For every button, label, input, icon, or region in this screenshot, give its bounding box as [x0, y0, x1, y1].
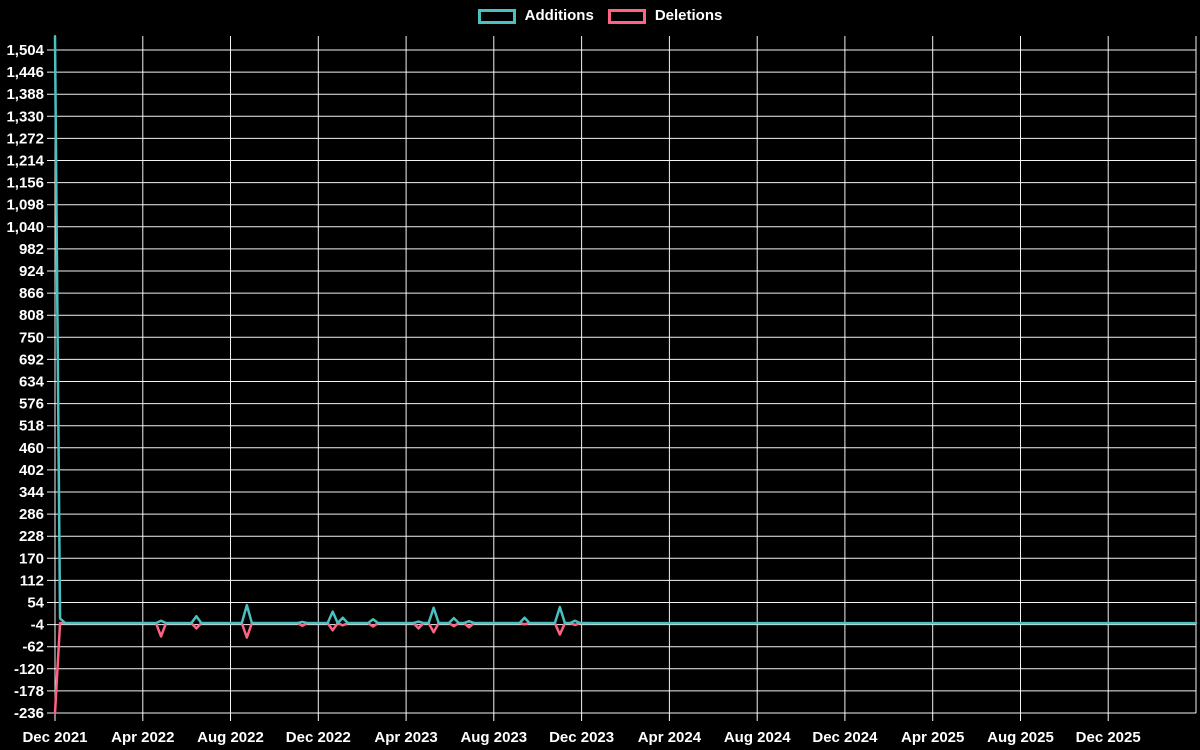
- y-tick-label: 518: [19, 418, 44, 435]
- legend-item-additions[interactable]: Additions: [477, 7, 594, 25]
- y-tick-label: 1,214: [6, 153, 44, 170]
- x-tick-label: Dec 2024: [812, 729, 878, 746]
- y-tick-label: -62: [22, 639, 44, 656]
- y-tick-label: 228: [19, 528, 44, 545]
- y-tick-label: 1,330: [6, 108, 44, 125]
- y-tick-label: 112: [20, 572, 44, 589]
- y-tick-label: 402: [19, 462, 44, 479]
- y-tick-label: 576: [19, 396, 44, 413]
- legend-label-deletions: Deletions: [654, 7, 723, 24]
- y-tick-label: 1,446: [6, 64, 44, 81]
- series-line-additions: [53, 35, 1198, 625]
- x-tick-label: Apr 2023: [374, 729, 437, 746]
- y-tick-label: 1,098: [6, 197, 44, 214]
- legend-label-additions: Additions: [524, 7, 594, 24]
- x-tick-label: Aug 2023: [460, 729, 527, 746]
- x-tick-label: Apr 2025: [901, 729, 964, 746]
- y-tick-label: 866: [19, 285, 44, 302]
- y-tick-label: 460: [19, 440, 44, 457]
- y-tick-label: 634: [19, 374, 45, 391]
- series-line-deletions: [53, 621, 592, 715]
- y-tick-label: 1,156: [6, 175, 44, 192]
- x-tick-label: Aug 2025: [987, 729, 1054, 746]
- x-tick-label: Apr 2024: [638, 729, 702, 746]
- y-tick-label: 286: [19, 506, 44, 523]
- y-tick-label: 1,504: [6, 42, 44, 59]
- chart-legend: Additions Deletions: [0, 7, 1200, 25]
- x-tick-label: Aug 2024: [724, 729, 791, 746]
- y-tick-label: 750: [19, 329, 44, 346]
- y-tick-label: 170: [19, 550, 44, 567]
- y-tick-label: 692: [19, 351, 44, 368]
- y-tick-label: -4: [31, 617, 45, 634]
- x-tick-label: Aug 2022: [197, 729, 264, 746]
- y-tick-label: 1,272: [6, 130, 44, 147]
- x-tick-label: Dec 2021: [22, 729, 87, 746]
- y-tick-label: 1,388: [6, 86, 44, 103]
- y-tick-label: -120: [14, 661, 44, 678]
- additions-swatch-icon: [477, 8, 516, 24]
- x-tick-label: Apr 2022: [111, 729, 174, 746]
- x-tick-label: Dec 2022: [286, 729, 351, 746]
- y-tick-label: -178: [14, 683, 44, 700]
- y-tick-label: -236: [14, 705, 44, 722]
- y-tick-label: 54: [27, 595, 44, 612]
- x-tick-label: Dec 2025: [1076, 729, 1141, 746]
- y-tick-label: 1,040: [6, 219, 44, 236]
- legend-item-deletions[interactable]: Deletions: [607, 7, 723, 25]
- y-tick-label: 344: [19, 484, 45, 501]
- deletions-swatch-icon: [607, 8, 646, 24]
- y-tick-label: 808: [19, 307, 44, 324]
- x-tick-label: Dec 2023: [549, 729, 614, 746]
- y-tick-label: 982: [19, 241, 44, 258]
- y-tick-label: 924: [19, 263, 45, 280]
